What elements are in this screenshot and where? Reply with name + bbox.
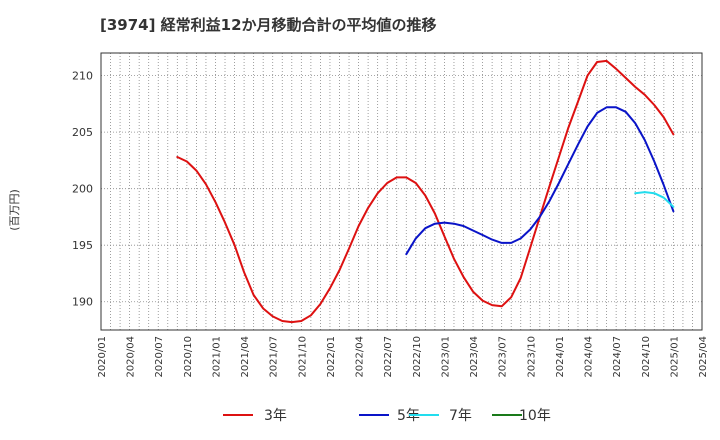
y-tick-label: 190 [72,296,93,309]
series-line-1 [176,59,675,324]
x-tick-label: 2023/04 [469,336,480,378]
plot-area [101,53,702,330]
x-tick-label: 2024/10 [641,336,652,378]
x-tick-label: 2021/10 [297,336,308,378]
y-tick-label: 200 [72,183,93,196]
x-tick-label: 2023/01 [440,336,451,378]
chart-title: [3974] 経常利益12か月移動合計の平均値の推移 [100,16,437,34]
x-tick-label: 2024/04 [584,336,595,378]
x-tick-label: 2021/01 [211,336,222,378]
legend-label-3: 7年 [449,408,472,424]
x-tick-label: 2021/04 [240,336,251,378]
x-tick-label: 2022/01 [326,336,337,378]
legend-label-1: 3年 [264,408,287,424]
x-tick-label: 2024/07 [612,336,623,378]
legend-label-2: 5年 [397,408,420,424]
x-tick-label: 2022/04 [355,336,366,378]
series-line-2 [405,106,675,256]
x-tick-label: 2022/10 [412,336,423,378]
x-tick-label: 2022/07 [383,336,394,378]
y-tick-label: 205 [72,126,93,139]
x-tick-label: 2025/01 [669,336,680,378]
x-tick-label: 2020/10 [183,336,194,378]
x-tick-label: 2020/04 [126,336,137,378]
y-tick-label: 210 [72,70,93,83]
legend-label-4: 10年 [519,408,551,424]
x-tick-label: 2020/01 [97,336,108,378]
x-tick-label: 2021/07 [269,336,280,378]
x-tick-label: 2020/07 [154,336,165,378]
plot-frame [100,52,703,331]
y-tick-label: 195 [72,239,93,252]
x-tick-label: 2023/10 [526,336,537,378]
x-tick-label: 2023/07 [498,336,509,378]
x-tick-label: 2024/01 [555,336,566,378]
x-tick-label: 2025/04 [698,336,709,378]
series-line-3 [634,191,675,208]
